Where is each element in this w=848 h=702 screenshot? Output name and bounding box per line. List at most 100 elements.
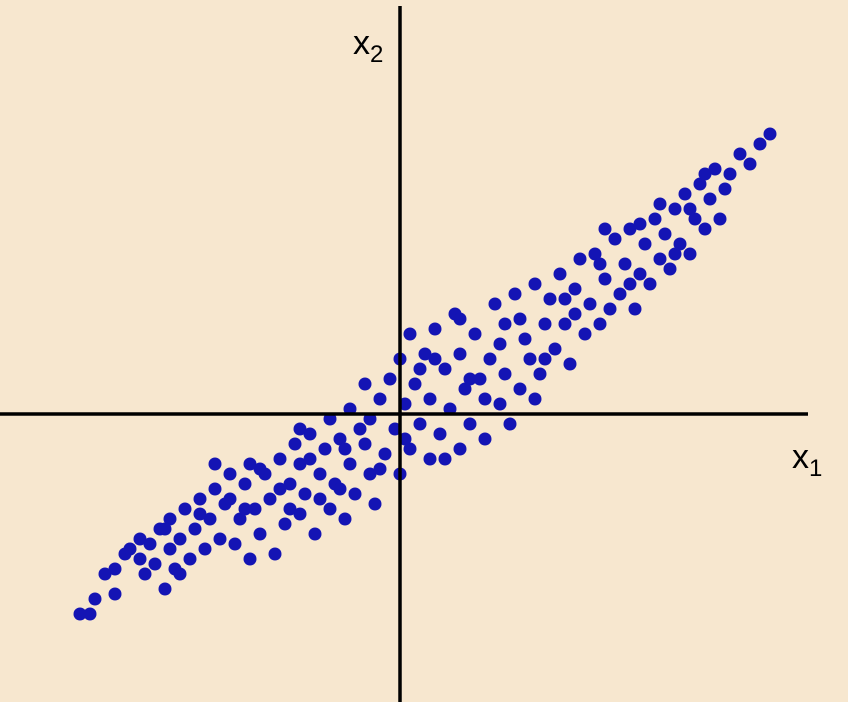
scatter-point bbox=[498, 317, 512, 331]
scatter-point bbox=[163, 512, 177, 526]
scatter-point bbox=[283, 502, 297, 516]
scatter-point bbox=[98, 567, 112, 581]
scatter-point bbox=[513, 382, 527, 396]
scatter-point bbox=[718, 182, 732, 196]
scatter-point bbox=[303, 427, 317, 441]
scatter-point bbox=[708, 162, 722, 176]
y-axis-label-subscript: 2 bbox=[370, 41, 383, 68]
scatter-point bbox=[313, 467, 327, 481]
scatter-point bbox=[563, 357, 577, 371]
scatter-point bbox=[663, 262, 677, 276]
scatter-point bbox=[323, 502, 337, 516]
scatter-point bbox=[208, 457, 222, 471]
scatter-point bbox=[198, 542, 212, 556]
scatter-point bbox=[543, 292, 557, 306]
scatter-point bbox=[548, 342, 562, 356]
scatter-point bbox=[188, 522, 202, 536]
scatter-point bbox=[488, 297, 502, 311]
scatter-point bbox=[73, 607, 87, 621]
scatter-point bbox=[648, 212, 662, 226]
scatter-point bbox=[338, 512, 352, 526]
scatter-point bbox=[148, 557, 162, 571]
scatter-point bbox=[108, 587, 122, 601]
scatter-point bbox=[618, 257, 632, 271]
scatter-point bbox=[243, 457, 257, 471]
scatter-point bbox=[428, 322, 442, 336]
scatter-point bbox=[683, 247, 697, 261]
scatter-point bbox=[678, 187, 692, 201]
scatter-point bbox=[263, 492, 277, 506]
scatter-point bbox=[383, 372, 397, 386]
scatter-point bbox=[623, 277, 637, 291]
scatter-point bbox=[613, 287, 627, 301]
scatter-point bbox=[478, 432, 492, 446]
scatter-point bbox=[683, 202, 697, 216]
scatter-point bbox=[418, 347, 432, 361]
scatter-point bbox=[603, 302, 617, 316]
scatter-point bbox=[518, 332, 532, 346]
scatter-point bbox=[763, 127, 777, 141]
scatter-point bbox=[463, 372, 477, 386]
scatter-point bbox=[513, 312, 527, 326]
scatter-point bbox=[133, 532, 147, 546]
scatter-point bbox=[568, 307, 582, 321]
scatter-point bbox=[453, 312, 467, 326]
scatter-point bbox=[698, 167, 712, 181]
scatter-point bbox=[483, 352, 497, 366]
scatter-point bbox=[293, 507, 307, 521]
scatter-point bbox=[143, 537, 157, 551]
scatter-point bbox=[158, 522, 172, 536]
scatter-point bbox=[313, 492, 327, 506]
scatter-point bbox=[358, 437, 372, 451]
scatter-point bbox=[133, 552, 147, 566]
scatter-point bbox=[523, 352, 537, 366]
scatter-point bbox=[223, 467, 237, 481]
scatter-point bbox=[183, 552, 197, 566]
scatter-point bbox=[713, 212, 727, 226]
scatter-point bbox=[238, 477, 252, 491]
scatter-point bbox=[83, 607, 97, 621]
x-axis-label-base: x bbox=[792, 438, 809, 476]
scatter-point bbox=[493, 337, 507, 351]
scatter-point bbox=[588, 247, 602, 261]
scatter-point bbox=[343, 457, 357, 471]
scatter-point bbox=[333, 482, 347, 496]
scatter-point bbox=[753, 137, 767, 151]
scatter-point bbox=[538, 352, 552, 366]
scatter-point bbox=[413, 362, 427, 376]
scatter-point bbox=[363, 467, 377, 481]
scatter-point bbox=[553, 267, 567, 281]
scatter-point bbox=[438, 452, 452, 466]
scatter-point bbox=[293, 422, 307, 436]
scatter-point bbox=[468, 327, 482, 341]
scatter-point bbox=[108, 562, 122, 576]
scatter-point bbox=[558, 292, 572, 306]
scatter-point bbox=[273, 452, 287, 466]
scatter-point bbox=[158, 582, 172, 596]
scatter-point bbox=[703, 192, 717, 206]
scatter-point bbox=[493, 397, 507, 411]
scatter-point bbox=[428, 352, 442, 366]
scatter-point bbox=[643, 277, 657, 291]
scatter-point bbox=[373, 462, 387, 476]
scatter-point bbox=[673, 237, 687, 251]
scatter-point bbox=[623, 222, 637, 236]
scatter-point bbox=[403, 442, 417, 456]
scatter-point bbox=[123, 542, 137, 556]
scatter-point bbox=[558, 317, 572, 331]
scatter-point bbox=[318, 442, 332, 456]
scatter-point bbox=[638, 237, 652, 251]
scatter-point bbox=[238, 502, 252, 516]
scatter-point bbox=[338, 442, 352, 456]
scatter-point bbox=[228, 537, 242, 551]
scatter-point bbox=[293, 457, 307, 471]
scatter-point bbox=[653, 197, 667, 211]
scatter-point bbox=[193, 492, 207, 506]
scatter-point bbox=[138, 567, 152, 581]
scatter-point bbox=[688, 212, 702, 226]
scatter-point bbox=[533, 367, 547, 381]
scatter-point bbox=[408, 377, 422, 391]
scatter-point bbox=[653, 252, 667, 266]
scatter-point bbox=[333, 432, 347, 446]
